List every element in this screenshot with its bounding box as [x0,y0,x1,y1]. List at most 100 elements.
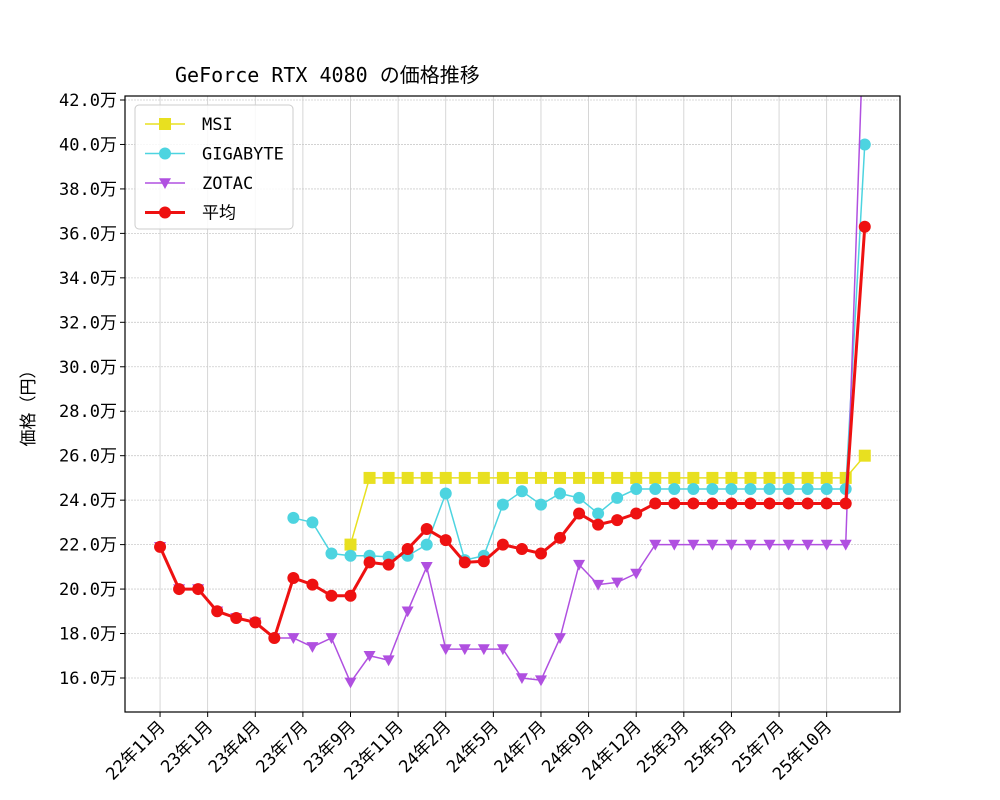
marker [192,583,205,596]
marker [306,578,319,591]
marker [744,539,757,551]
marker [287,633,300,644]
marker [496,538,509,551]
y-tick-label: 40.0万 [59,135,117,155]
marker [420,538,433,551]
marker [706,471,719,484]
marker [858,449,871,462]
marker [344,538,357,551]
marker [401,606,414,618]
marker [325,547,338,560]
marker [344,549,357,562]
marker [801,483,814,496]
y-tick-label: 24.0万 [59,491,117,511]
marker [611,514,624,527]
marker [744,471,757,484]
marker [649,539,662,551]
x-tick-label: 23年7月 [253,717,313,777]
marker [382,471,395,484]
marker [420,523,433,536]
series-line [159,96,862,684]
marker [439,644,452,656]
x-tick-label: 24年2月 [395,717,455,777]
marker [592,471,605,484]
marker [592,579,605,591]
x-tick-label: 23年1月 [157,717,217,777]
y-tick-label: 16.0万 [59,669,117,689]
marker [744,483,757,496]
marker [363,556,376,569]
marker [725,471,738,484]
marker [230,611,243,624]
marker [820,539,833,551]
y-tick-label: 42.0万 [59,91,117,111]
y-tick-label: 36.0万 [59,224,117,244]
marker [592,507,605,520]
marker [725,539,738,551]
marker [554,633,567,644]
legend-label: 平均 [202,204,236,224]
marker [439,534,452,547]
marker [706,483,719,496]
marker [306,642,319,653]
legend-label: ZOTAC [202,174,253,194]
marker [763,497,776,510]
marker [573,471,586,484]
marker [363,471,376,484]
marker [249,616,262,629]
marker [534,675,547,687]
marker [725,497,738,510]
marker [173,583,186,596]
marker [534,498,547,511]
marker [782,471,795,484]
marker [159,118,171,130]
x-tick-label: 23年4月 [205,717,265,777]
legend-label: MSI [202,115,233,135]
y-axis-label: 価格（円） [19,362,39,447]
marker [363,650,376,662]
marker [159,147,171,160]
x-tick-label: 22年11月 [102,717,169,784]
marker [325,633,338,644]
marker [287,511,300,524]
marker [668,539,681,551]
marker [534,547,547,560]
marker [839,497,852,510]
marker [763,471,776,484]
marker [801,497,814,510]
marker [687,539,700,551]
marker [515,485,528,498]
y-tick-label: 22.0万 [59,536,117,556]
x-tick-label: 25年3月 [633,717,693,777]
legend: MSI GIGABYTE ZOTAC 平均 [134,104,294,230]
y-tick-label: 38.0万 [59,180,117,200]
y-tick-label: 20.0万 [59,580,117,600]
marker [496,471,509,484]
series-line [158,226,867,641]
marker [515,673,528,684]
marker [496,644,509,656]
axes-frame [124,95,901,713]
marker [649,497,662,510]
marker [611,471,624,484]
marker [287,571,300,584]
chart-title: GeForce RTX 4080 の価格推移 [175,63,480,87]
marker [687,497,700,510]
marker [268,631,281,644]
marker [477,471,490,484]
marker [744,497,757,510]
y-tick-label: 26.0万 [59,447,117,467]
marker [649,471,662,484]
x-tick-label: 25年5月 [681,717,741,777]
marker [458,471,471,484]
marker [496,498,509,511]
x-tick-label: 24年5月 [443,717,503,777]
marker [515,543,528,556]
marker [458,556,471,569]
series-line [349,455,866,545]
marker [782,539,795,551]
marker [706,497,719,510]
marker [668,483,681,496]
marker [706,539,719,551]
